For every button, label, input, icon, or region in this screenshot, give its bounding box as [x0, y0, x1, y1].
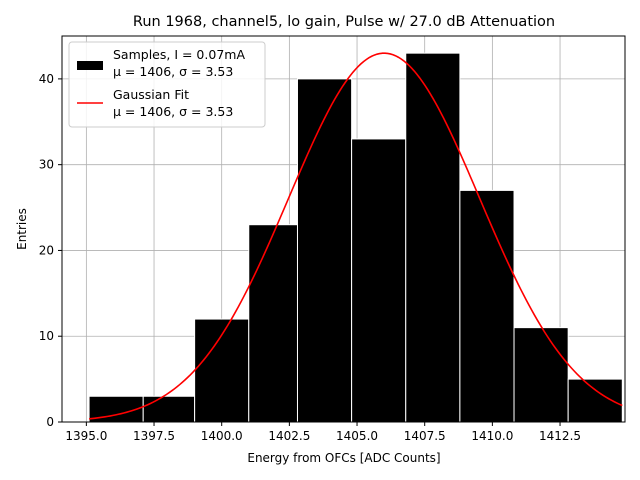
legend-stats-samples: μ = 1406, σ = 3.53 — [113, 64, 233, 79]
x-tick-label: 1397.5 — [133, 429, 175, 443]
chart-title: Run 1968, channel5, lo gain, Pulse w/ 27… — [133, 14, 555, 30]
legend-label-samples: Samples, I = 0.07mA — [113, 47, 245, 62]
x-axis-ticks: 1395.0 1397.5 1400.0 1402.5 1405.0 1407.5 1410… — [65, 422, 581, 443]
legend-swatch-samples — [77, 61, 103, 70]
y-tick-label: 20 — [39, 243, 54, 257]
x-axis-label: Energy from OFCs [ADC Counts] — [247, 451, 440, 465]
y-tick-label: 0 — [46, 415, 54, 429]
legend-stats-fit: μ = 1406, σ = 3.53 — [113, 104, 233, 119]
y-tick-label: 30 — [39, 158, 54, 172]
y-tick-label: 40 — [39, 72, 54, 86]
x-tick-label: 1400.0 — [201, 429, 243, 443]
x-tick-label: 1402.5 — [268, 429, 310, 443]
histogram-bar — [405, 52, 461, 423]
x-tick-label: 1407.5 — [404, 429, 446, 443]
y-tick-label: 10 — [39, 329, 54, 343]
y-axis-ticks: 0 10 20 30 40 — [39, 72, 62, 429]
gaussian-fit-curve — [88, 52, 623, 420]
histogram-bar — [459, 189, 515, 423]
x-tick-label: 1395.0 — [65, 429, 107, 443]
histogram-bar — [142, 395, 196, 423]
histogram-bar — [351, 138, 407, 423]
x-tick-label: 1410.0 — [471, 429, 513, 443]
legend-label-fit: Gaussian Fit — [113, 87, 189, 102]
legend: Samples, I = 0.07mA μ = 1406, σ = 3.53 G… — [68, 41, 266, 128]
y-axis-label: Entries — [15, 208, 29, 250]
plot-frame — [61, 35, 626, 423]
histogram-bar — [296, 78, 353, 423]
x-tick-label: 1412.5 — [539, 429, 581, 443]
histogram-bar — [513, 327, 569, 423]
x-tick-label: 1405.0 — [336, 429, 378, 443]
legend-box — [68, 41, 266, 128]
histogram-bar — [248, 224, 298, 423]
histogram-bar — [567, 378, 623, 423]
